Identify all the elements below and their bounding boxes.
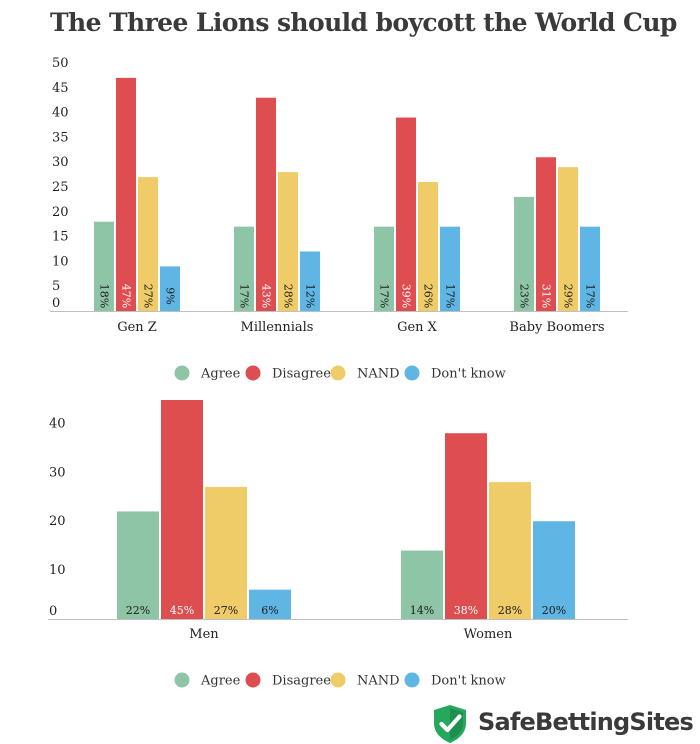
y-tick-label: 10 [49,563,66,578]
data-label: 6% [261,604,278,617]
y-tick-label: 0 [49,604,57,619]
bar-women-agree [401,550,443,619]
legend-swatch-agree [174,365,190,381]
chart-title: The Three Lions should boycott the World… [50,8,677,37]
data-label: 18% [98,284,111,308]
data-label: 26% [422,284,435,308]
y-tick-label: 30 [52,155,69,170]
bar-women-disagree [445,433,487,619]
data-label: 39% [400,284,413,308]
category-label: Men [189,627,219,642]
data-label: 27% [142,284,155,308]
data-label: 17% [378,284,391,308]
bar-millennials-agree [234,226,254,311]
y-tick-label: 5 [52,279,60,294]
data-label: 27% [214,604,238,617]
data-label: 17% [444,284,457,308]
data-label: 23% [518,284,531,308]
bar-gen-z-agree [94,221,114,311]
y-tick-label: 30 [49,465,66,480]
bar-men-don-t-know [249,589,291,619]
data-label: 43% [260,284,273,308]
legend-swatch-don-t-know [404,672,420,688]
legend-label-disagree: Disagree [272,674,331,689]
bar-gen-z-don-t-know [160,266,180,311]
bar-men-agree [117,511,159,619]
legend-label-nand: NAND [357,674,400,689]
legend-label-nand: NAND [357,367,400,382]
legend-swatch-don-t-know [404,365,420,381]
data-label: 17% [238,284,251,308]
legend-swatch-agree [174,672,190,688]
bar-millennials-disagree [256,97,276,311]
data-label: 45% [170,604,194,617]
bar-gen-z-disagree [116,77,136,311]
data-label: 28% [498,604,522,617]
y-tick-label: 25 [52,180,69,195]
bar-baby-boomers-don-t-know [580,226,600,311]
legend-label-don-t-know: Don't know [431,674,506,689]
data-label: 12% [304,284,317,308]
y-tick-label: 10 [52,254,69,269]
legend-label-agree: Agree [200,674,241,689]
bar-men-disagree [161,400,203,619]
bar-gen-x-nand [418,182,438,311]
data-label: 28% [282,284,295,308]
y-tick-label: 35 [52,130,69,145]
y-tick-label: 45 [52,81,69,96]
bar-gen-x-disagree [396,117,416,311]
y-tick-label: 15 [52,230,69,245]
data-label: 22% [126,604,150,617]
bar-men-nand [205,487,247,619]
legend-label-disagree: Disagree [272,367,331,382]
legend-swatch-disagree [245,672,261,688]
legend-swatch-disagree [245,365,261,381]
y-tick-label: 40 [52,106,69,121]
category-label: Gen Z [117,320,157,335]
y-tick-label: 40 [49,416,66,431]
bar-baby-boomers-agree [514,196,534,311]
bar-millennials-nand [278,172,298,311]
bar-gen-z-nand [138,177,158,311]
bar-gen-x-don-t-know [440,226,460,311]
legend-label-don-t-know: Don't know [431,367,506,382]
shield-check-icon [434,705,466,743]
y-tick-label: 20 [52,205,69,220]
data-label: 38% [454,604,478,617]
category-label: Women [464,627,513,642]
data-label: 29% [562,284,575,308]
y-tick-label: 50 [52,56,69,71]
bar-gen-x-agree [374,226,394,311]
category-label: Baby Boomers [509,320,604,335]
brand-name: SafeBettingSites [478,708,694,736]
category-label: Millennials [241,320,314,335]
bar-women-nand [489,482,531,619]
chart-by-gender: 0 10 20 30 40 22% 45% 27% 6% Men 14% 38% 28% 20% Women… [48,400,628,689]
data-label: 20% [542,604,566,617]
category-label: Gen X [397,320,438,335]
bar-baby-boomers-nand [558,167,578,311]
bar-women-don-t-know [533,521,575,619]
data-label: 31% [540,284,553,308]
brand-logo: SafeBettingSites [430,704,700,744]
bar-millennials-don-t-know [300,251,320,311]
data-label: 47% [120,284,133,308]
bar-baby-boomers-disagree [536,157,556,311]
y-tick-label: 0 [52,296,60,311]
legend-swatch-nand [330,672,346,688]
legend-swatch-nand [330,365,346,381]
data-label: 17% [584,284,597,308]
data-label: 14% [410,604,434,617]
chart-by-generation: 0 5 10 15 20 25 30 35 40 45 50 18% 47% 27% 9% Gen Z 17% 4… [50,56,628,382]
legend-label-agree: Agree [200,367,241,382]
y-tick-label: 20 [49,514,66,529]
data-label: 9% [164,287,177,304]
